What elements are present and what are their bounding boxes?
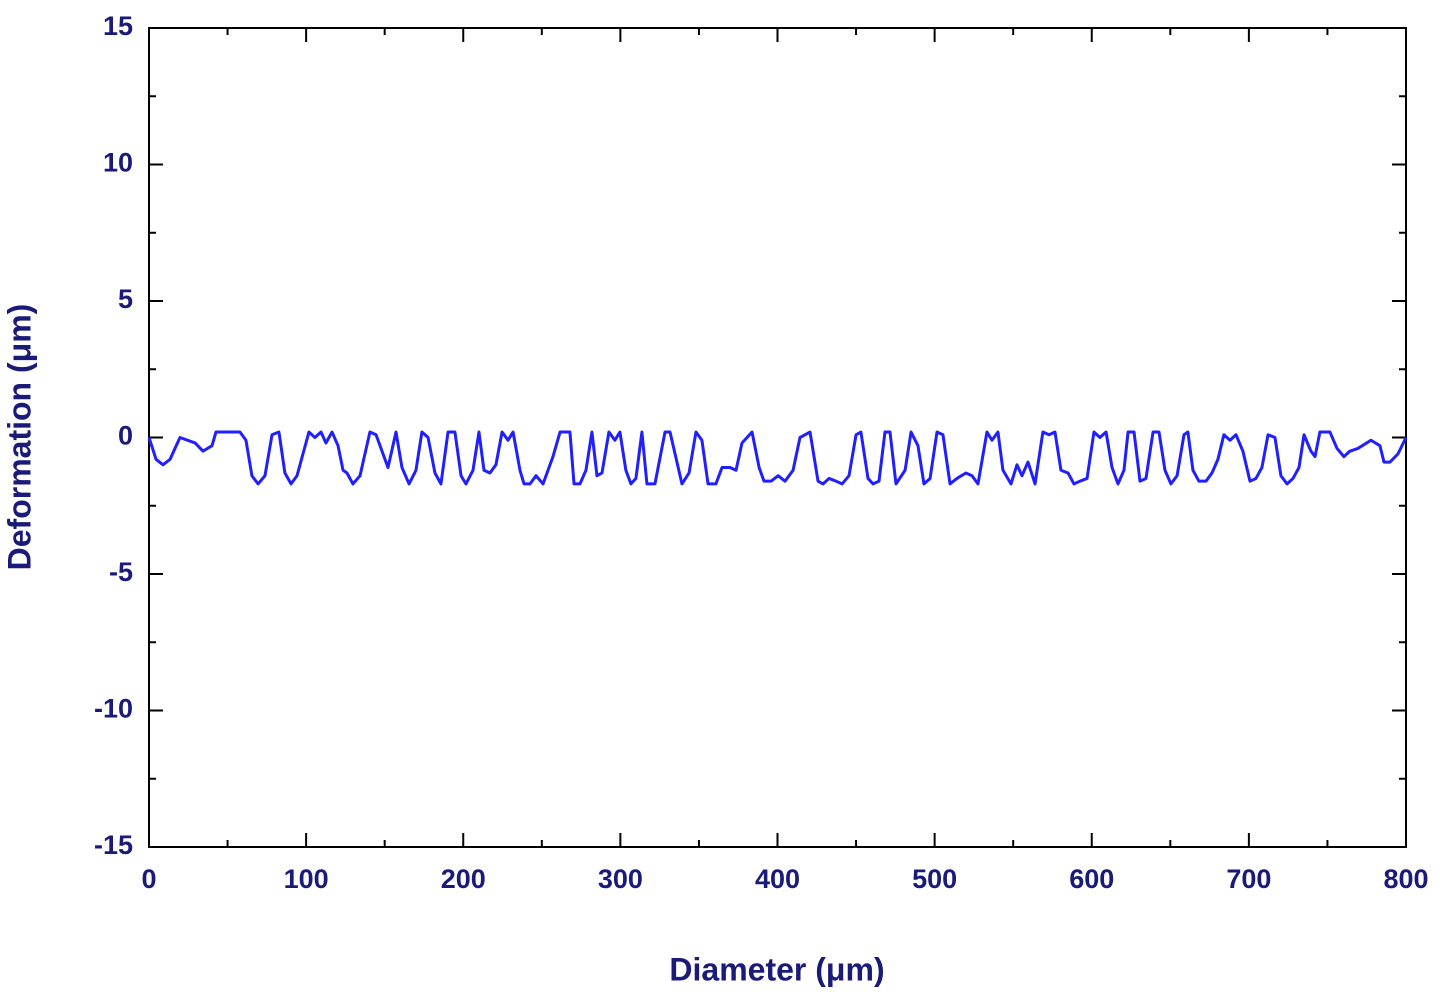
plot-frame (148, 27, 1407, 848)
x-tick-label: 300 (598, 864, 643, 894)
y-tick-label: 5 (118, 284, 133, 314)
data-line (147, 430, 1408, 486)
y-axis-label: Deformation (μm) (1, 304, 37, 571)
x-tick-label: 400 (755, 864, 800, 894)
y-tick-label: -10 (94, 694, 133, 724)
y-tick-label: 0 (118, 421, 133, 451)
y-tick-label: -15 (94, 830, 133, 860)
x-tick-label: 700 (1226, 864, 1271, 894)
y-tick-label: -5 (109, 557, 133, 587)
x-axis-label: Diameter (μm) (669, 951, 884, 987)
x-tick-label: 0 (141, 864, 156, 894)
x-tick-label: 800 (1383, 864, 1428, 894)
y-tick-label: 10 (103, 148, 133, 178)
x-tick-label: 100 (284, 864, 329, 894)
x-tick-label: 600 (1069, 864, 1114, 894)
x-tick-label: 500 (912, 864, 957, 894)
x-tick-label: 200 (441, 864, 486, 894)
y-tick-label: 15 (103, 11, 133, 41)
